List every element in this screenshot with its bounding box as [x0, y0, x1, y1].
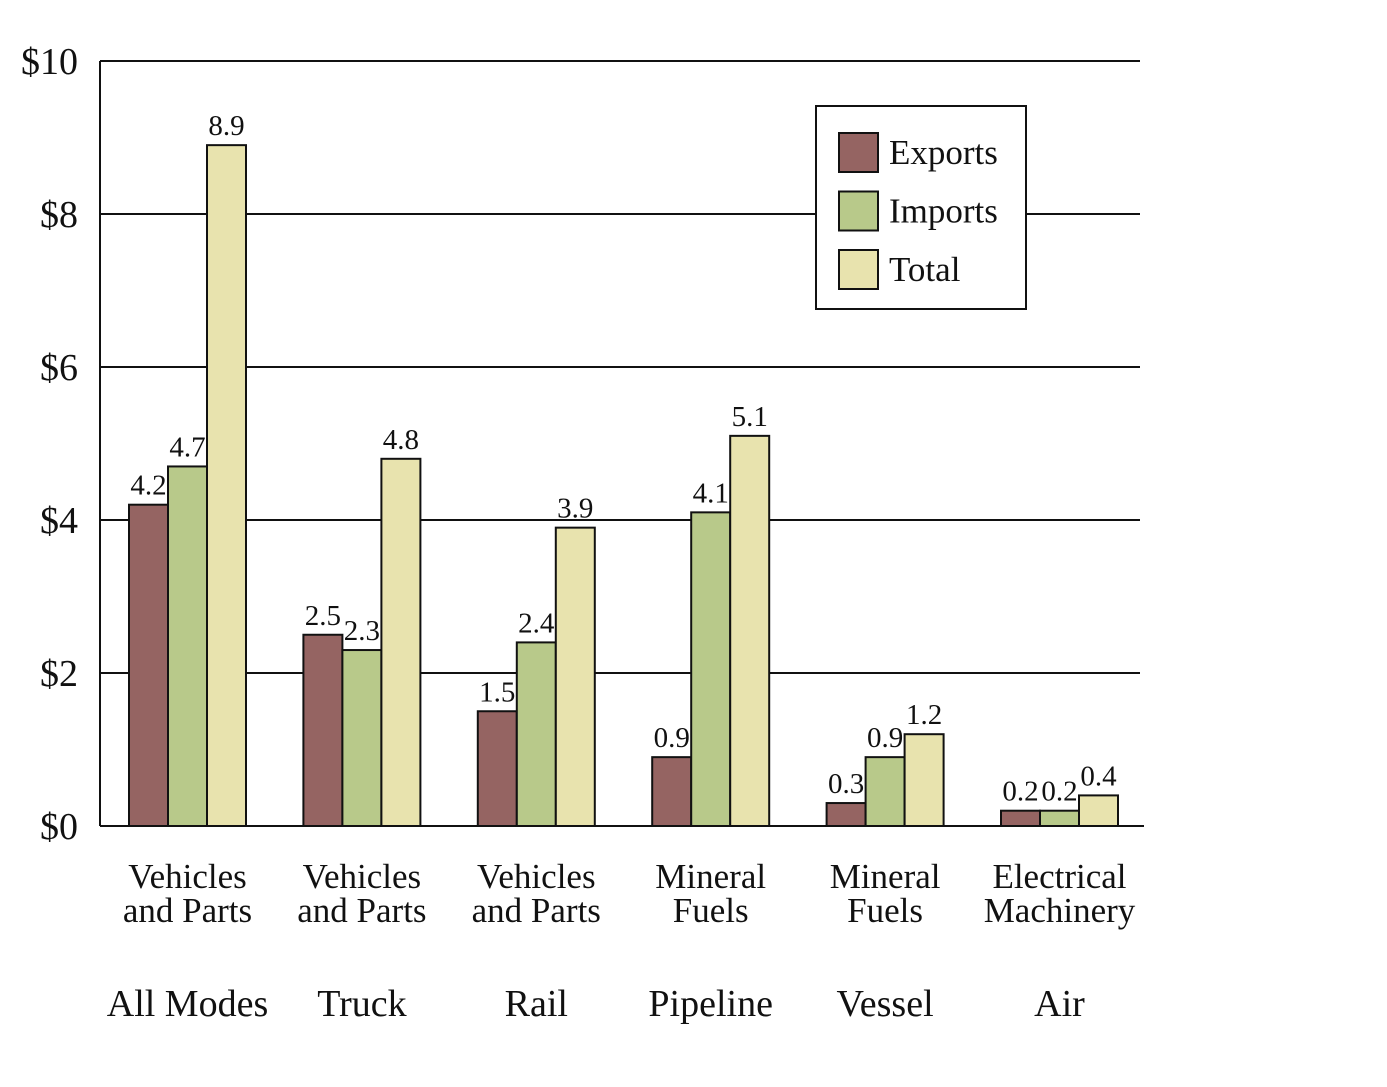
data-label: 2.4: [518, 607, 555, 639]
y-tick-label: $4: [40, 500, 78, 542]
bar-total: [380, 457, 422, 827]
y-tick-label: $0: [40, 806, 78, 848]
x-mode-label: Pipeline: [648, 983, 773, 1025]
data-label: 8.9: [208, 110, 244, 142]
x-category-label: and Parts: [472, 891, 601, 930]
data-labels: 4.24.78.92.5 2.34.81.52.43.90.94.15.10.30…: [130, 110, 1117, 808]
x-category-label: Machinery: [984, 891, 1136, 930]
x-category-label: Vehicles: [477, 857, 596, 896]
y-tick-label: $8: [40, 194, 78, 236]
data-label: 4.7: [169, 431, 205, 463]
bar-imports: [515, 641, 557, 828]
x-category-label: Mineral: [655, 857, 766, 896]
x-mode-label: Rail: [505, 983, 568, 1025]
bar-imports: [864, 756, 906, 828]
data-label: 4.8: [383, 424, 419, 456]
x-category-label: Fuels: [673, 891, 749, 930]
data-label: 1.5: [479, 676, 515, 708]
legend-label: Exports: [889, 133, 998, 172]
x-category-label: and Parts: [123, 891, 252, 930]
y-tick-label: $10: [21, 41, 78, 83]
data-label: 0.9: [867, 722, 903, 754]
bar-total: [1078, 794, 1119, 828]
data-label: 0.2: [1002, 776, 1038, 808]
x-category-label: Vehicles: [303, 857, 422, 896]
data-label: 1.2: [906, 699, 942, 731]
data-label: 4.2: [130, 470, 166, 502]
x-category-label: Fuels: [847, 891, 923, 930]
data-label: 3.9: [557, 493, 593, 525]
x-category-label: Vehicles: [128, 857, 247, 896]
bar-exports: [128, 503, 169, 827]
bar-total: [903, 733, 945, 828]
legend-swatch-exports: [838, 132, 879, 173]
bar-imports: [167, 465, 208, 827]
bar-exports: [651, 756, 693, 828]
y-axis: $0 $2 $4 $6 $8 $10: [21, 41, 1144, 848]
bar-total: [206, 144, 247, 827]
bar-imports: [341, 649, 383, 827]
y-tick-label: $6: [40, 347, 78, 389]
data-label: 2.5: [305, 600, 341, 632]
legend-label: Total: [889, 250, 961, 289]
x-category-label: Mineral: [830, 857, 941, 896]
legend-swatch-imports: [838, 190, 879, 232]
data-label: 4.1: [693, 477, 729, 509]
data-label: 5.1: [732, 401, 768, 433]
data-label: 0.9: [654, 722, 690, 754]
bar-total: [554, 526, 596, 828]
x-category-label: and Parts: [297, 891, 426, 930]
bar-exports: [1000, 809, 1041, 828]
x-mode-label: Vessel: [837, 983, 934, 1025]
bar-exports: [302, 633, 344, 827]
x-mode-label: All Modes: [107, 983, 269, 1025]
legend-swatch-total: [838, 249, 879, 290]
bar-imports: [1039, 809, 1080, 828]
data-label: 0.2: [1041, 776, 1077, 808]
y-tick-label: $2: [40, 653, 78, 695]
bars: [128, 144, 1119, 828]
bar-exports: [825, 802, 867, 827]
x-category-label: Electrical: [992, 857, 1126, 896]
bar-exports: [476, 710, 518, 827]
data-label: 2.3: [344, 615, 380, 647]
data-label: 0.3: [828, 768, 864, 800]
data-label: 0.4: [1080, 760, 1117, 792]
bar-imports: [690, 511, 732, 827]
bar-total: [729, 434, 771, 827]
legend: Exports Imports Total: [815, 105, 1027, 310]
legend-label: Imports: [889, 192, 998, 231]
x-mode-label: Truck: [317, 983, 406, 1025]
x-mode-label: Air: [1034, 983, 1085, 1025]
